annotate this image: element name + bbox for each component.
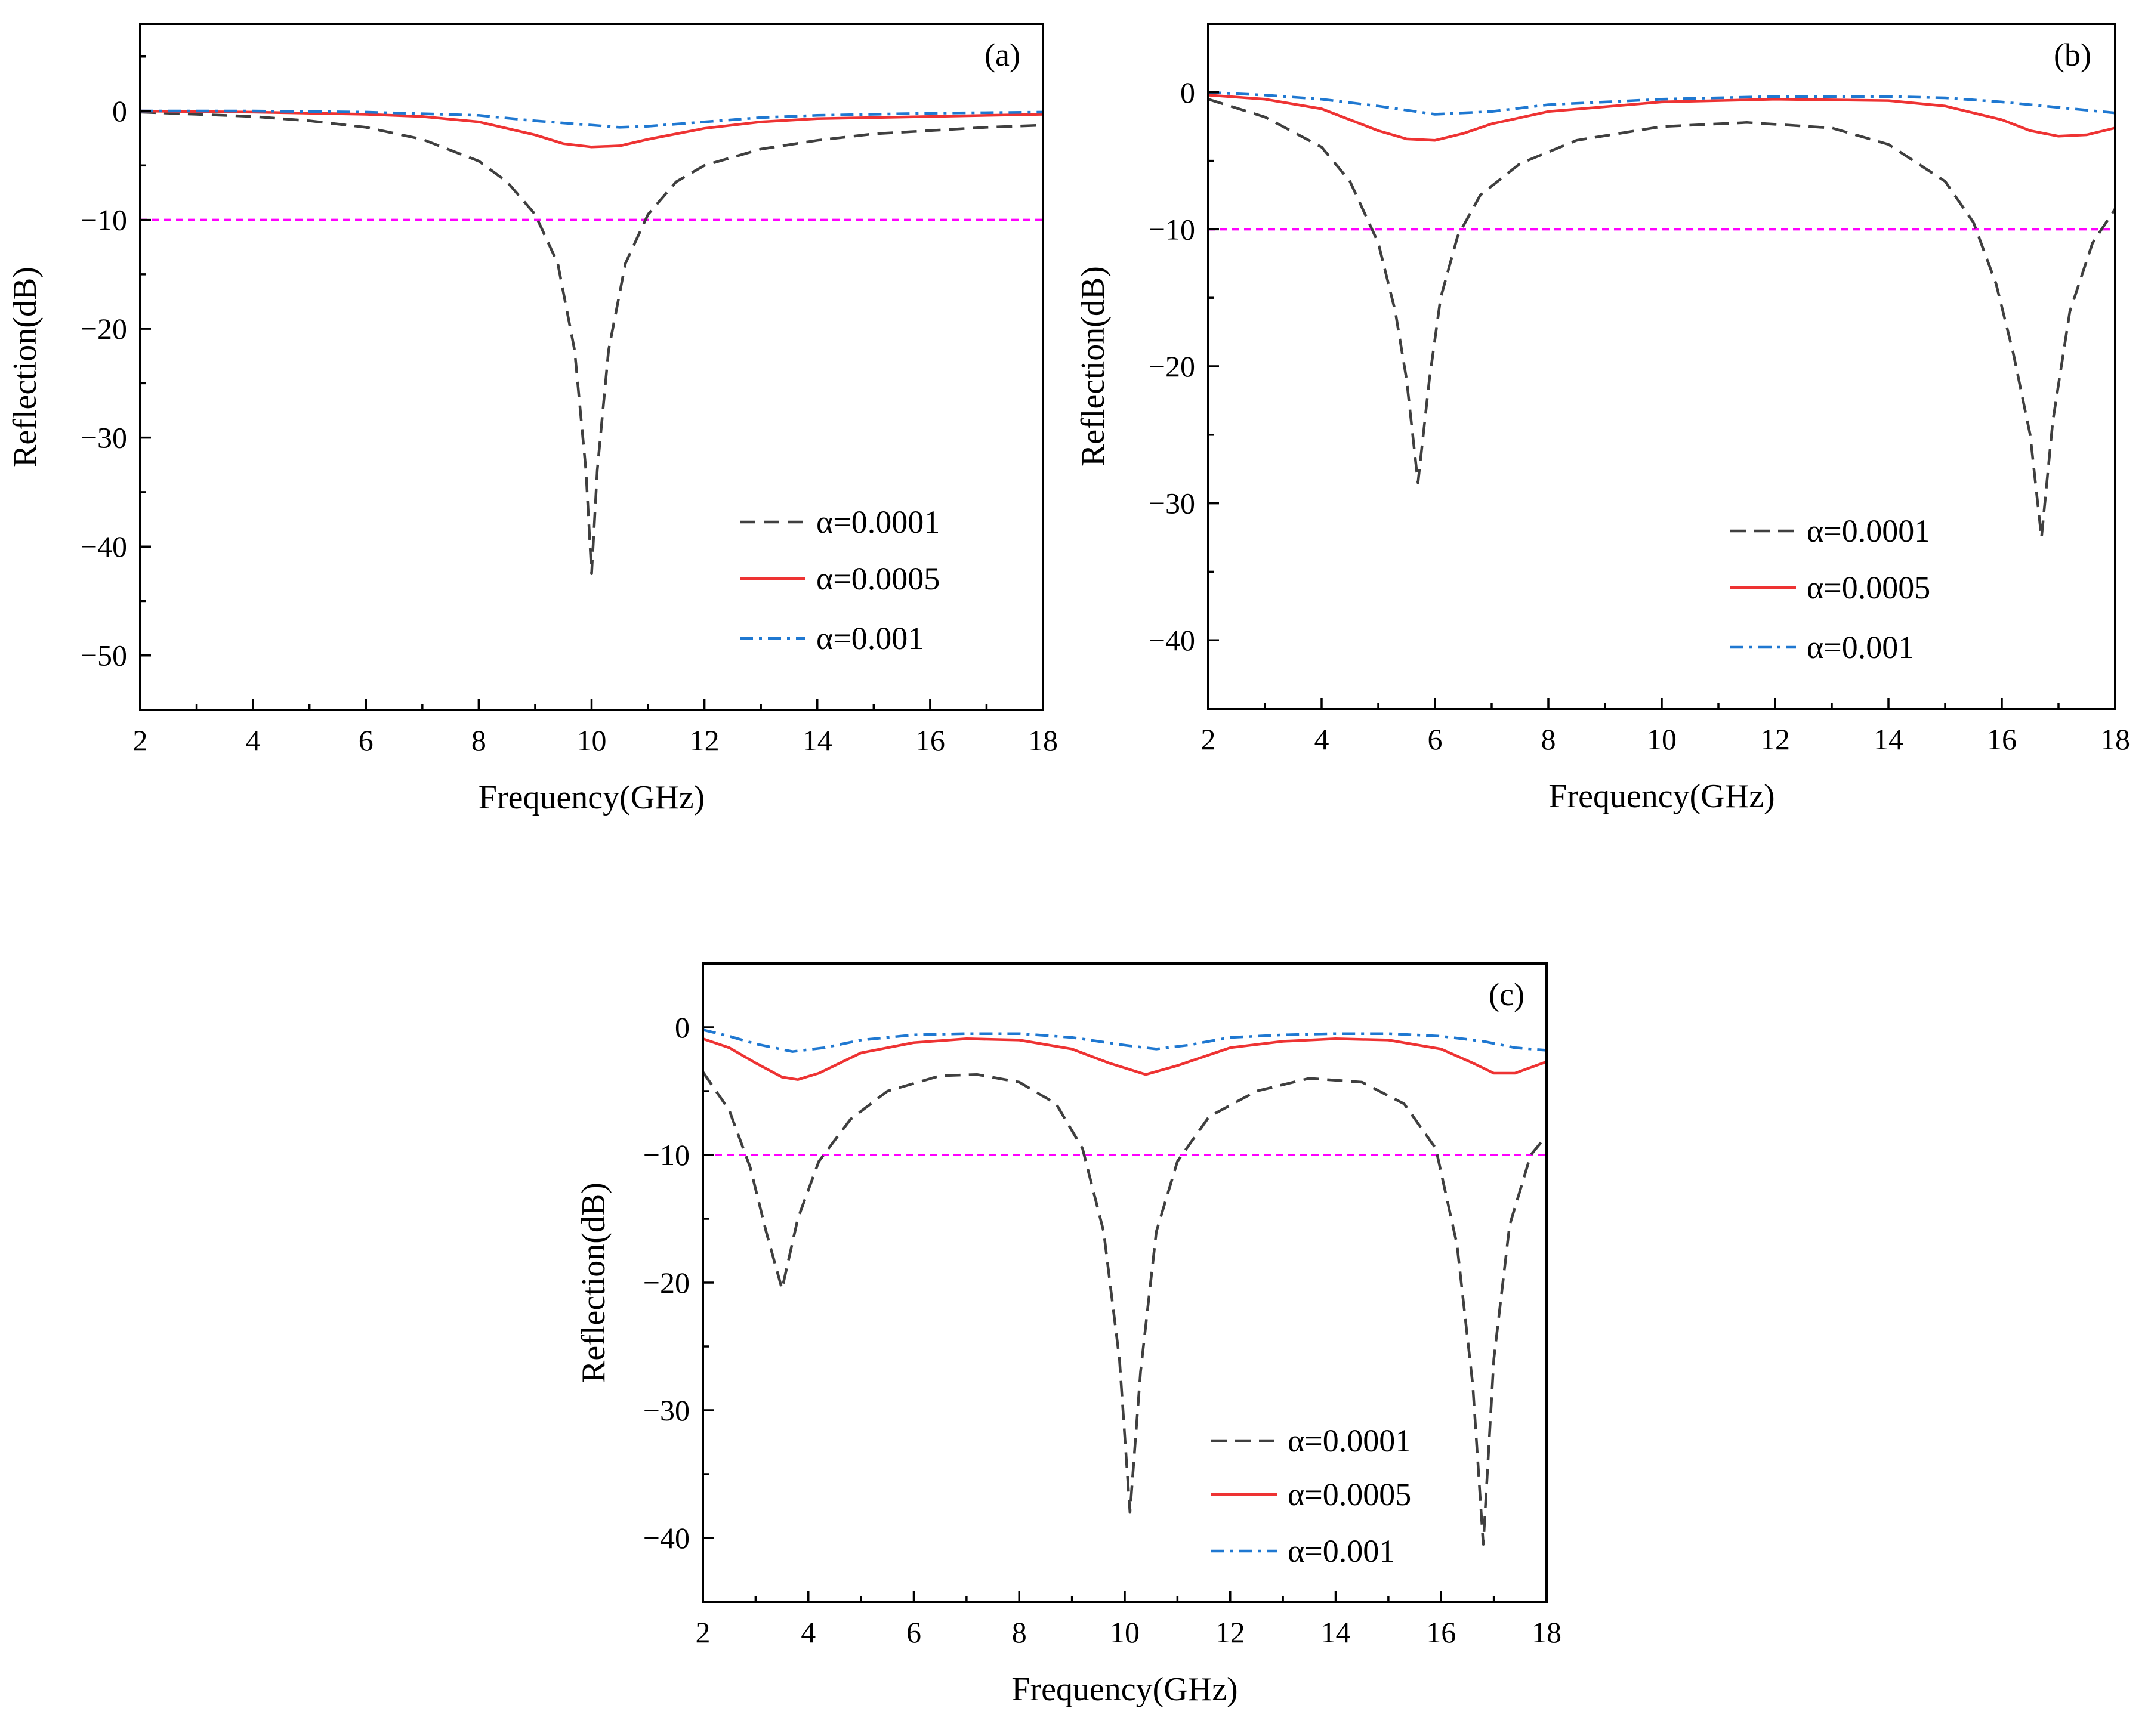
y-tick-label: −30 [643, 1394, 690, 1427]
x-tick-label: 12 [1760, 722, 1790, 756]
x-tick-label: 16 [1987, 722, 2017, 756]
legend-label-3: α=0.001 [1807, 629, 1914, 665]
x-tick-label: 16 [915, 724, 945, 757]
y-tick-label: −10 [81, 203, 127, 237]
y-tick-label: −30 [81, 421, 127, 455]
y-tick-label: −10 [643, 1138, 690, 1172]
y-tick-label: −30 [1149, 487, 1195, 520]
x-tick-label: 12 [690, 724, 720, 757]
y-axis-label: Reflection(dB) [1075, 266, 1112, 467]
x-tick-label: 10 [1110, 1615, 1140, 1649]
series-line-1 [702, 1071, 1548, 1546]
x-tick-label: 6 [906, 1615, 921, 1649]
series-line-3 [702, 1028, 1547, 1053]
legend: α=0.0001 α=0.0005 α=0.001 [740, 504, 940, 656]
legend-label-2: α=0.0005 [1288, 1476, 1411, 1512]
chart-panel-1: 2 4 6 8 10 12 14 16 18 0 −10 −20 −30 −40 −50 Frequency(… [7, 23, 1058, 816]
legend-label-1: α=0.0001 [1288, 1423, 1411, 1459]
series-line-1 [140, 110, 1044, 576]
x-tick-label: 16 [1426, 1615, 1456, 1649]
y-tick-label: 0 [1180, 76, 1195, 109]
x-tick-label: 8 [1012, 1615, 1027, 1649]
y-tick-label: −20 [643, 1266, 690, 1299]
x-tick-label: 14 [1874, 722, 1903, 756]
plot-frame [702, 962, 1548, 1603]
x-tick-label: 2 [133, 724, 148, 757]
y-tick-label: −50 [81, 639, 127, 672]
y-tick-label: 0 [675, 1011, 690, 1044]
series-line-2 [702, 1037, 1547, 1081]
legend-label-1: α=0.0001 [1807, 513, 1930, 549]
chart-panel-3: 2 4 6 8 10 12 14 16 18 0 −10 −20 −30 −40 Frequency(GHz… [575, 962, 1561, 1708]
y-tick-label: −40 [1149, 623, 1195, 657]
y-axis-label: Reflection(dB) [575, 1182, 612, 1383]
series-line-3 [140, 109, 1044, 129]
x-tick-label: 18 [1532, 1615, 1561, 1649]
legend: α=0.0001 α=0.0005 α=0.001 [1211, 1423, 1411, 1569]
series-line-1 [1208, 98, 2116, 539]
x-tick-label: 2 [1201, 722, 1216, 756]
x-tick-label: 8 [471, 724, 486, 757]
plot-frame [1207, 23, 2116, 710]
legend-label-1: α=0.0001 [816, 504, 940, 540]
chart-panel-2: 2 4 6 8 10 12 14 16 18 0 −10 −20 −30 −40 Frequency(GHz… [1075, 23, 2130, 815]
legend-label-2: α=0.0005 [816, 561, 940, 597]
x-tick-label: 14 [1321, 1615, 1351, 1649]
y-tick-label: −10 [1149, 212, 1195, 246]
x-tick-label: 12 [1215, 1615, 1245, 1649]
plot-frame [139, 23, 1044, 711]
x-tick-label: 14 [803, 724, 832, 757]
x-axis-label: Frequency(GHz) [1548, 778, 1774, 815]
y-tick-label: −40 [643, 1521, 690, 1555]
x-axis-label: Frequency(GHz) [1011, 1671, 1237, 1708]
legend-label-3: α=0.001 [816, 620, 924, 656]
x-tick-label: 18 [1028, 724, 1058, 757]
x-tick-label: 6 [359, 724, 374, 757]
legend-label-2: α=0.0005 [1807, 570, 1930, 606]
x-tick-label: 4 [246, 724, 261, 757]
y-tick-label: −20 [1149, 350, 1195, 383]
x-tick-label: 2 [696, 1615, 711, 1649]
x-tick-label: 6 [1428, 722, 1443, 756]
y-tick-label: 0 [112, 94, 127, 128]
x-tick-label: 4 [1314, 722, 1329, 756]
panel-label: (b) [2054, 37, 2091, 73]
x-tick-label: 10 [577, 724, 607, 757]
series-line-2 [1208, 94, 2116, 142]
y-tick-label: −20 [81, 312, 127, 345]
y-axis-label: Reflection(dB) [7, 267, 44, 467]
y-tick-label: −40 [81, 530, 127, 563]
x-tick-label: 8 [1541, 722, 1556, 756]
series-line-3 [1208, 91, 2116, 116]
x-tick-label: 10 [1647, 722, 1677, 756]
panel-label: (a) [984, 37, 1020, 73]
series-line-2 [140, 109, 1044, 149]
legend-label-3: α=0.001 [1288, 1533, 1395, 1569]
legend: α=0.0001 α=0.0005 α=0.001 [1730, 513, 1930, 665]
x-tick-label: 4 [801, 1615, 816, 1649]
panel-label: (c) [1489, 977, 1524, 1012]
x-tick-label: 18 [2100, 722, 2130, 756]
x-axis-label: Frequency(GHz) [479, 779, 705, 816]
